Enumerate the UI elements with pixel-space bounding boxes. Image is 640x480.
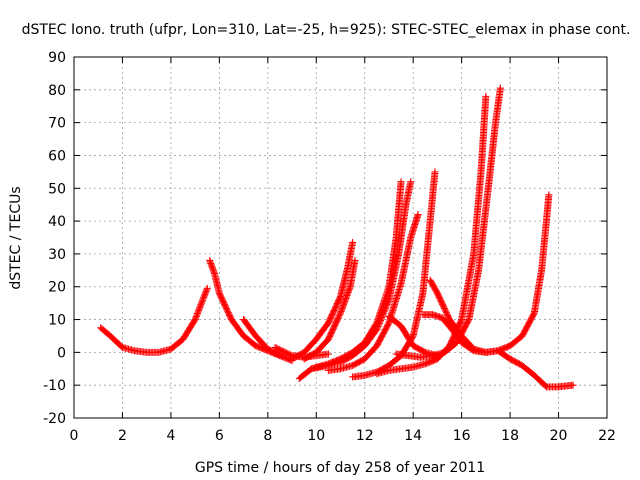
y-tick-label: 90: [48, 50, 66, 66]
y-tick-label: -20: [43, 411, 66, 427]
data-point: [457, 317, 465, 325]
data-point: [191, 316, 199, 324]
data-points: [97, 84, 577, 391]
data-point: [194, 308, 202, 316]
y-axis-label: dSTEC / TECUs: [8, 186, 24, 289]
data-point: [203, 284, 211, 292]
data-point: [198, 298, 206, 306]
y-tick-label: 80: [48, 83, 66, 99]
data-point: [375, 319, 383, 327]
x-tick-label: 0: [70, 428, 79, 444]
data-point: [349, 238, 357, 246]
x-tick-label: 4: [166, 428, 175, 444]
x-tick-label: 12: [356, 428, 374, 444]
data-point: [407, 178, 415, 186]
data-point: [431, 168, 439, 176]
data-point: [380, 308, 388, 316]
data-series: [419, 191, 553, 356]
data-point: [569, 381, 577, 389]
data-series: [426, 276, 577, 391]
data-point: [202, 287, 210, 295]
data-point: [373, 324, 381, 332]
data-series: [288, 238, 357, 363]
x-tick-label: 22: [598, 428, 616, 444]
data-point: [373, 325, 381, 333]
data-series: [240, 316, 284, 360]
data-series: [300, 256, 359, 363]
y-tick-label: 70: [48, 116, 66, 132]
y-tick-label: -10: [43, 378, 66, 394]
data-series: [385, 312, 441, 360]
y-tick-label: 0: [57, 345, 66, 361]
data-point: [383, 302, 391, 310]
data-point: [382, 303, 390, 311]
data-point: [202, 289, 210, 297]
data-point: [381, 305, 389, 313]
data-series: [97, 284, 211, 356]
y-tick-label: 30: [48, 247, 66, 263]
data-point: [433, 352, 441, 360]
data-point: [203, 286, 211, 294]
data-point: [464, 317, 472, 325]
data-point: [414, 211, 422, 219]
x-tick-label: 6: [215, 428, 224, 444]
data-point: [376, 318, 384, 326]
data-series: [392, 84, 504, 361]
data-point: [496, 84, 504, 92]
data-point: [378, 314, 386, 322]
x-tick-label: 20: [550, 428, 568, 444]
data-point: [199, 296, 207, 304]
x-tick-label: 14: [404, 428, 422, 444]
data-point: [200, 293, 208, 301]
data-point: [545, 191, 553, 199]
data-point: [384, 299, 392, 307]
data-point: [196, 302, 204, 310]
plot-frame: [73, 56, 608, 419]
data-point: [192, 314, 200, 322]
data-point: [379, 311, 387, 319]
chart-title: dSTEC Iono. truth (ufpr, Lon=310, Lat=-2…: [22, 22, 631, 38]
data-point: [381, 306, 389, 314]
data-point: [384, 297, 392, 305]
x-tick-label: 10: [307, 428, 325, 444]
data-point: [193, 311, 201, 319]
data-point: [275, 351, 283, 359]
data-point: [324, 350, 332, 358]
y-tick-label: 60: [48, 148, 66, 164]
x-tick-label: 16: [453, 428, 471, 444]
x-tick-label: 8: [263, 428, 272, 444]
data-point: [383, 300, 391, 308]
data-point: [193, 310, 201, 318]
data-point: [377, 315, 385, 323]
data-point: [276, 352, 284, 360]
data-point: [195, 305, 203, 313]
data-point: [374, 322, 382, 330]
data-point: [196, 304, 204, 312]
x-tick-label: 2: [118, 428, 127, 444]
tick-labels: 0 2 4 6 8 10 12 14 16 18 20 22 -20 -10 0 10 20 30 40 50 60 70…: [43, 50, 616, 444]
data-point: [380, 309, 388, 317]
y-tick-label: 40: [48, 214, 66, 230]
data-point: [378, 312, 386, 320]
data-point: [397, 178, 405, 186]
ticks: [73, 56, 608, 419]
y-tick-label: 20: [48, 280, 66, 296]
data-point: [482, 92, 490, 100]
x-axis-label: GPS time / hours of day 258 of year 2011: [195, 460, 485, 476]
data-series: [307, 178, 415, 373]
data-point: [351, 256, 359, 264]
data-point: [200, 292, 208, 300]
y-tick-label: 50: [48, 181, 66, 197]
data-point: [376, 317, 384, 325]
data-point: [197, 299, 205, 307]
x-tick-label: 18: [501, 428, 519, 444]
data-point: [375, 321, 383, 329]
data-point: [197, 301, 205, 309]
data-point: [199, 295, 207, 303]
y-tick-label: 10: [48, 313, 66, 329]
data-point: [195, 307, 203, 315]
data-point: [201, 290, 209, 298]
data-point: [192, 313, 200, 321]
